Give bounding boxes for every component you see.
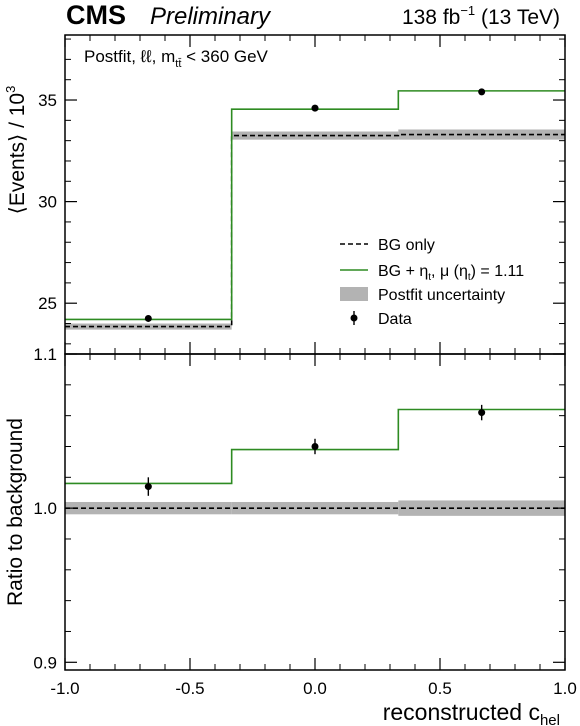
lower-ytick-label-1: 1.0 [33, 499, 57, 518]
legend-label-bg-only: BG only [378, 237, 435, 254]
legend-signal-end: ) = 1.11 [471, 263, 525, 280]
x-tick-label-0: -1.0 [50, 679, 79, 698]
upper-x-ticks [64, 35, 566, 354]
energy-label: (13 TeV) [475, 6, 560, 29]
legend-key-uncertainty [340, 287, 368, 301]
x-axis-label: reconstructed chel [383, 699, 560, 726]
legend-key-data [350, 314, 358, 322]
lumi-value: 138 fb [402, 6, 460, 29]
upper-annotation: Postfit, ℓℓ, mtt̄ < 360 GeV [84, 47, 269, 70]
legend-signal-mid: , μ ( [431, 263, 460, 280]
legend-label-data: Data [378, 311, 412, 328]
upper-data-point-2 [478, 88, 486, 96]
xlabel-main: reconstructed c [383, 699, 540, 725]
lower-data-points [144, 404, 486, 496]
legend-signal-eta2-sub: t [468, 272, 471, 283]
upper-data-points [144, 88, 486, 322]
upper-ylabel-main: ⟨Events⟩ / 10 [6, 93, 29, 214]
upper-signal-path [65, 90, 565, 321]
lower-data-point-1 [311, 442, 319, 450]
upper-bg-only-line [65, 133, 565, 328]
lower-data-point-0 [144, 483, 152, 491]
lower-y-axis-label: Ratio to background [4, 418, 27, 606]
lower-y-ticks: 0.9 1.0 1.1 [33, 345, 565, 672]
lower-frame [64, 353, 566, 671]
legend-signal-eta: η [419, 263, 428, 280]
annotation-main: Postfit, ℓℓ, m [84, 47, 175, 66]
upper-signal-line [65, 90, 565, 321]
experiment-label: CMS [66, 0, 126, 30]
annotation-rest: < 360 GeV [181, 47, 268, 66]
xlabel-sub: hel [540, 712, 560, 726]
upper-ytick-label-2: 35 [38, 91, 57, 110]
lower-ytick-label-0: 0.9 [33, 653, 57, 672]
upper-frame [64, 34, 566, 355]
upper-ylabel-exp: 3 [3, 86, 18, 93]
upper-data-point-0 [144, 314, 152, 322]
legend-label-uncertainty: Postfit uncertainty [378, 287, 505, 304]
legend-signal-prefix: BG + [378, 263, 419, 280]
legend-signal-eta2: η [459, 263, 468, 280]
upper-bg-only-path [65, 133, 565, 328]
annotation-sub: tt̄ [175, 58, 181, 70]
legend-signal-eta-sub: t [428, 272, 431, 283]
upper-y-ticks: 25 30 35 [38, 38, 565, 345]
x-tick-label-4: 1.0 [553, 679, 577, 698]
status-label: Preliminary [150, 3, 272, 30]
lower-panel: 0.9 1.0 1.1 -1.0 -0.5 0.0 0.5 1.0 Ratio to bac… [4, 345, 577, 726]
upper-y-axis-label: ⟨Events⟩ / 103 [3, 86, 29, 215]
upper-ytick-label-1: 30 [38, 193, 57, 212]
lumi-exponent: −1 [460, 3, 475, 18]
x-tick-label-3: 0.5 [428, 679, 452, 698]
upper-data-point-1 [311, 104, 319, 112]
lower-data-point-2 [478, 409, 486, 417]
luminosity-label: 138 fb−1 (13 TeV) [402, 3, 560, 29]
upper-ytick-label-0: 25 [38, 294, 57, 313]
x-tick-label-2: 0.0 [303, 679, 327, 698]
lower-ytick-label-2: 1.1 [33, 345, 57, 364]
legend: BG only BG + ηt, μ (ηt) = 1.11 Postfit u… [340, 237, 524, 328]
legend-label-signal: BG + ηt, μ (ηt) = 1.11 [378, 263, 524, 283]
x-tick-label-1: -0.5 [175, 679, 204, 698]
upper-panel: 25 30 35 Postfit, ℓℓ, mtt̄ < 360 GeV ⟨Even… [3, 34, 566, 355]
lower-x-ticks: -1.0 -0.5 0.0 0.5 1.0 [50, 354, 577, 698]
